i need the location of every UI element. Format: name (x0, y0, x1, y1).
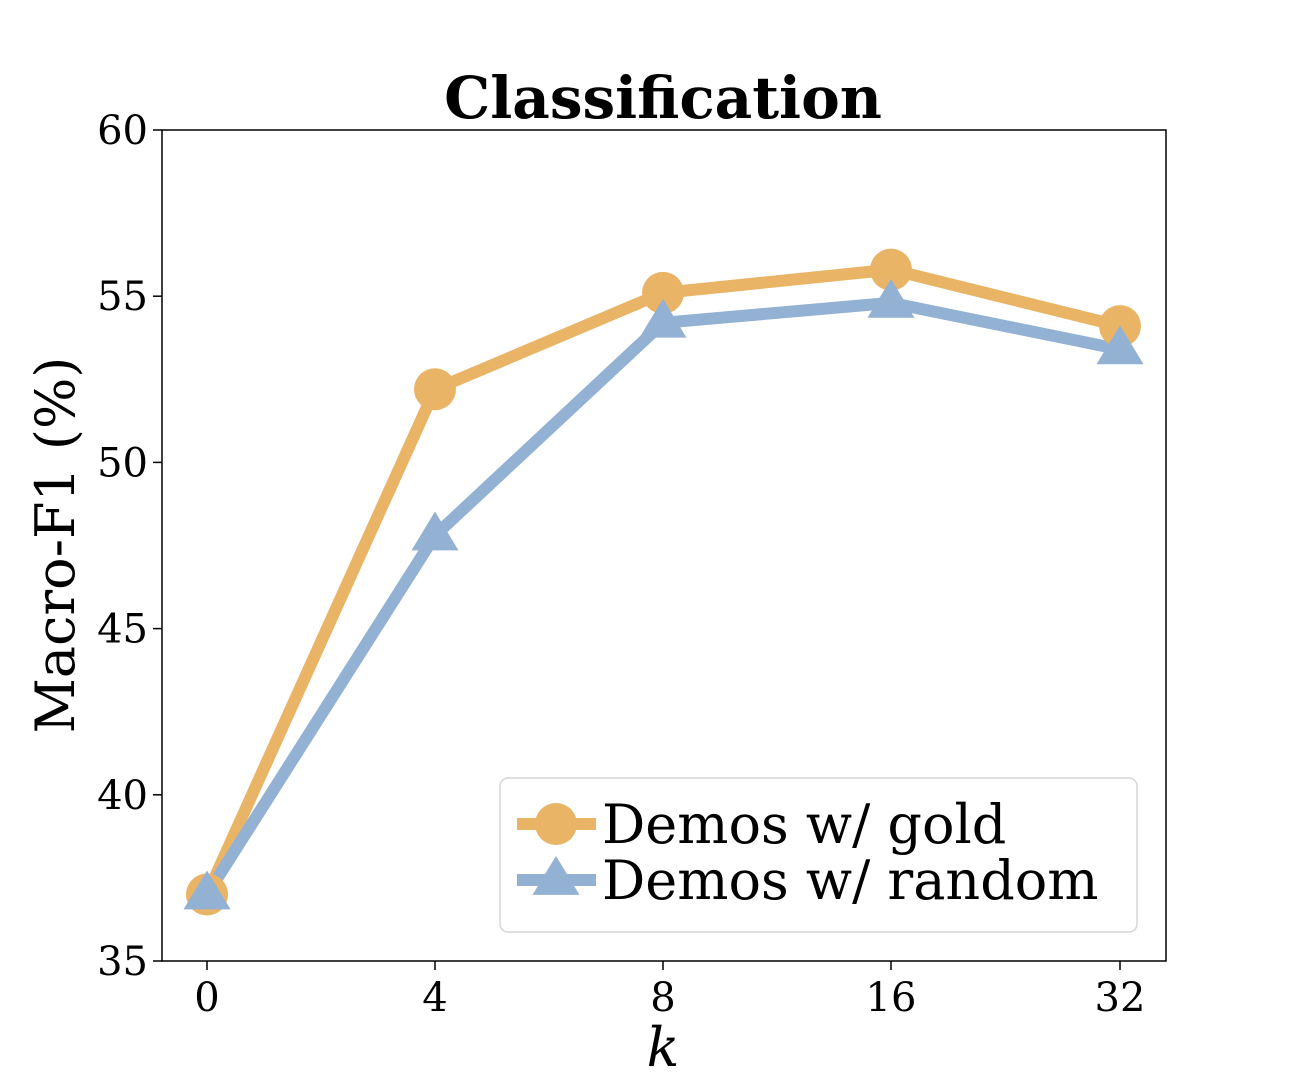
series-2-point (411, 511, 459, 551)
x-tick-label: 0 (194, 975, 219, 1021)
plot-area (161, 129, 1167, 962)
x-axis: 0 4 8 16 32 (194, 961, 1145, 1021)
series-1-point (414, 368, 456, 411)
x-tick-label: 4 (422, 975, 447, 1021)
series-2-point (867, 278, 915, 318)
series-2-point (183, 870, 231, 910)
series-2-point (639, 298, 687, 338)
series-1-point (642, 271, 684, 314)
y-axis-label: Macro-F1 (%) (24, 357, 87, 734)
x-tick-label: 8 (650, 975, 675, 1021)
y-tick-label: 55 (97, 274, 148, 320)
x-tick-label: 32 (1095, 975, 1146, 1021)
y-tick-label: 35 (97, 939, 148, 985)
legend-marker-2 (532, 856, 580, 895)
series-2-point (1096, 325, 1144, 365)
chart-title: Classification (444, 64, 882, 132)
y-tick-label: 45 (97, 607, 148, 653)
y-tick-label: 50 (97, 440, 148, 486)
y-tick-label: 60 (97, 108, 148, 154)
y-axis: 35 40 45 50 55 60 (97, 108, 162, 985)
x-tick-label: 16 (866, 975, 917, 1021)
legend-box (499, 777, 1138, 933)
series-layer (183, 248, 1144, 916)
legend-label-2: Demos w/ random (602, 849, 1099, 912)
y-tick-label: 40 (97, 773, 148, 819)
legend-label-1: Demos w/ gold (602, 793, 1006, 856)
legend-marker-1 (535, 803, 577, 845)
series-1-point (870, 248, 912, 291)
x-axis-label: k (647, 1016, 680, 1079)
